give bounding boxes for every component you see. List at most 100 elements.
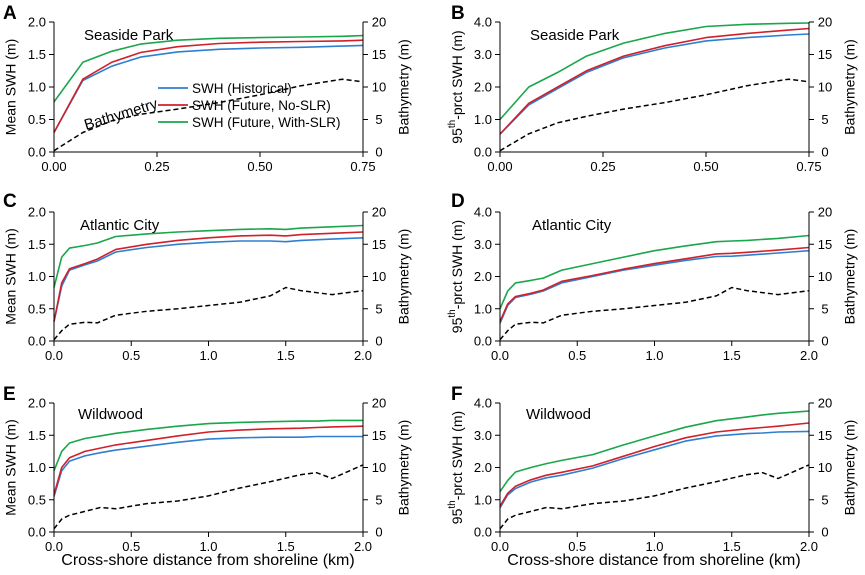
panel-b-ytick-label: 0.0 <box>474 145 492 160</box>
panel-c-ytick-label: 0.5 <box>28 301 46 316</box>
panel-e-series-2-line <box>53 419 363 471</box>
panel-f-letter: F <box>451 384 463 405</box>
panel-b-ytick-label: 1.0 <box>474 112 492 127</box>
panel-f-y2tick-label: 5 <box>821 492 828 507</box>
legend-label-1: SWH (Future, No-SLR) <box>192 98 331 113</box>
panel-f-y2tick-label: 0 <box>821 525 828 540</box>
panel-e-y2tick-label: 15 <box>372 428 386 443</box>
panel-b-y2tick-label: 20 <box>818 15 832 30</box>
panel-f-xtick-label: 0.5 <box>568 539 586 554</box>
panel-e-xtick-label: 1.5 <box>277 539 295 554</box>
panel-f-xtick-label: 0.0 <box>491 539 509 554</box>
panel-b-xtick-label: 0.00 <box>487 159 512 174</box>
panel-c-y2tick-label: 10 <box>372 269 386 284</box>
panel-e-y2tick-label: 10 <box>372 460 386 475</box>
x-label-right: Cross-shore distance from shoreline (km) <box>507 552 800 569</box>
panel-e-ytick-label: 1.5 <box>28 428 46 443</box>
panel-b-ylabel: 95th-prct SWH (m) <box>447 30 465 143</box>
panel-f-ytick-label: 0.0 <box>474 525 492 540</box>
panel-e-letter: E <box>3 384 16 405</box>
panel-b-series-0-line <box>499 33 810 135</box>
panel-c-bathymetry-line <box>53 286 364 341</box>
panel-f-y2tick-label: 15 <box>818 428 832 443</box>
panel-a-y2tick-label: 10 <box>372 80 386 95</box>
panel-b-y2tick-label: 0 <box>821 145 828 160</box>
panel-c-series-0-line <box>53 237 364 322</box>
panel-e-xtick-label: 0.5 <box>122 539 140 554</box>
panel-d-series-1-line <box>499 246 810 322</box>
panel-a-site-title: Seaside Park <box>84 27 174 44</box>
panel-c-xtick-label: 0.5 <box>122 348 140 363</box>
panel-a-ytick-label: 0.5 <box>28 112 46 127</box>
panel-e-y2tick-label: 5 <box>375 492 382 507</box>
panel-a-y2tick-label: 5 <box>375 112 382 127</box>
panel-b-xtick-label: 0.75 <box>796 159 821 174</box>
panel-b-ytick-label: 3.0 <box>474 47 492 62</box>
panel-c-y2tick-label: 20 <box>372 205 386 220</box>
panel-a-ytick-label: 1.0 <box>28 80 46 95</box>
panel-f-y2tick-label: 10 <box>818 460 832 475</box>
panel-f-series-2-line <box>499 410 810 493</box>
panel-d-site-title: Atlantic City <box>532 217 612 234</box>
panel-a-xtick-label: 0.50 <box>247 159 272 174</box>
legend-label-0: SWH (Historical) <box>192 81 292 96</box>
panel-c-xtick-label: 1.0 <box>199 348 217 363</box>
panel-a-series-2-line <box>53 34 364 103</box>
panel-e-xtick-label: 1.0 <box>199 539 217 554</box>
panel-d-y2tick-label: 10 <box>818 269 832 284</box>
panel-b-series-2-line <box>499 22 810 121</box>
panel-e-y2label: Bathymetry (m) <box>396 420 412 516</box>
panel-d-y2tick-label: 0 <box>821 334 828 349</box>
panel-b-y2tick-label: 5 <box>821 112 828 127</box>
panel-a-y2label: Bathymetry (m) <box>396 39 412 135</box>
panel-a-y2tick-label: 0 <box>375 145 382 160</box>
panel-d-ytick-label: 0.0 <box>474 334 492 349</box>
panel-d-xtick-label: 1.5 <box>723 348 741 363</box>
panel-a-series-1-line <box>53 39 364 133</box>
panel-f-y2tick-label: 20 <box>818 396 832 411</box>
x-label-left: Cross-shore distance from shoreline (km) <box>61 552 354 569</box>
panel-b-xtick-label: 0.25 <box>590 159 615 174</box>
legend-label-2: SWH (Future, With-SLR) <box>192 115 341 130</box>
panel-c-xtick-label: 2.0 <box>354 348 372 363</box>
panel-a-bathymetry-line <box>53 78 364 152</box>
panel-d-series-0-line <box>499 249 810 324</box>
panel-d-y2tick-label: 5 <box>821 301 828 316</box>
panel-e-xtick-label: 0.0 <box>45 539 63 554</box>
panel-c-ytick-label: 1.0 <box>28 269 46 284</box>
panel-a-ytick-label: 0.0 <box>28 145 46 160</box>
panel-c-xtick-label: 1.5 <box>277 348 295 363</box>
panel-d-ytick-label: 2.0 <box>474 269 492 284</box>
panel-a-ytick-label: 1.5 <box>28 47 46 62</box>
panel-d-ylabel: 95th-prct SWH (m) <box>447 220 465 333</box>
panel-a-series-0-line <box>53 44 364 133</box>
panel-e-ylabel: Mean SWH (m) <box>3 419 19 515</box>
panel-d-letter: D <box>451 191 465 212</box>
panel-e-series-1-line <box>53 425 364 495</box>
panel-c-y2tick-label: 5 <box>375 301 382 316</box>
panel-c-ytick-label: 1.5 <box>28 237 46 252</box>
panel-e-series-0-line <box>53 435 363 497</box>
panel-f-xtick-label: 1.5 <box>723 539 741 554</box>
panel-f-series-1-line <box>499 422 810 507</box>
panel-b-site-title: Seaside Park <box>530 27 620 44</box>
panel-e-site-title: Wildwood <box>78 406 143 423</box>
panel-c-site-title: Atlantic City <box>80 217 160 234</box>
panel-e-y2tick-label: 20 <box>372 396 386 411</box>
panel-d-ytick-label: 3.0 <box>474 237 492 252</box>
panel-c-y2label: Bathymetry (m) <box>396 229 412 325</box>
panel-f-site-title: Wildwood <box>526 406 591 423</box>
panel-a-xtick-label: 0.25 <box>144 159 169 174</box>
panel-c-series-1-line <box>53 231 364 322</box>
bathymetry-label: Bathymetry <box>82 95 160 134</box>
panel-d-y2label: Bathymetry (m) <box>842 229 858 325</box>
panel-e-ytick-label: 2.0 <box>28 396 46 411</box>
panel-e-y2tick-label: 0 <box>375 525 382 540</box>
panel-c-letter: C <box>3 191 17 212</box>
panel-a-ylabel: Mean SWH (m) <box>3 39 19 135</box>
panel-d-y2tick-label: 20 <box>818 205 832 220</box>
panel-f-xtick-label: 1.0 <box>645 539 663 554</box>
panel-e-bathymetry-line <box>53 464 364 530</box>
panel-b-xtick-label: 0.50 <box>693 159 718 174</box>
panel-f-ytick-label: 3.0 <box>474 428 492 443</box>
